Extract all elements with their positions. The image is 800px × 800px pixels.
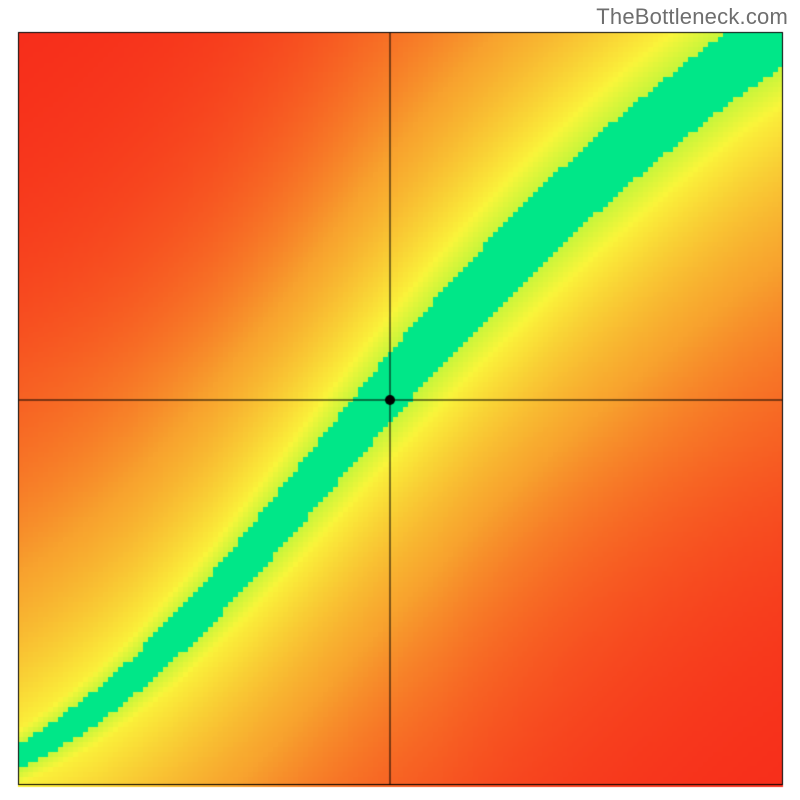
heatmap-canvas — [0, 0, 800, 800]
watermark-text: TheBottleneck.com — [596, 4, 788, 30]
chart-container: TheBottleneck.com — [0, 0, 800, 800]
